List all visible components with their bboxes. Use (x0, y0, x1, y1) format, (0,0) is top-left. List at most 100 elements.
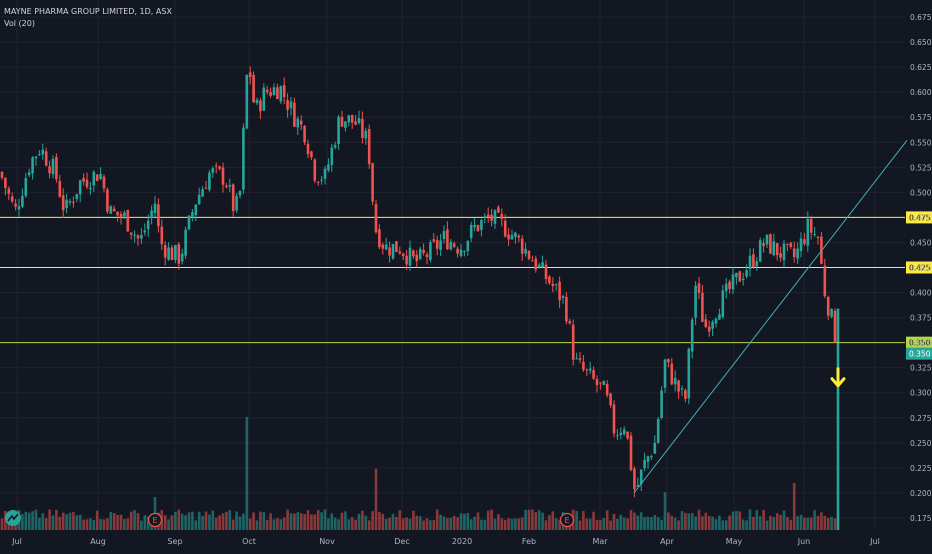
volume-bar (765, 520, 769, 530)
volume-bar (439, 514, 442, 530)
volume-bar (75, 515, 79, 530)
volume-bar (639, 512, 643, 530)
candle-body (265, 89, 269, 93)
volume-bar (510, 518, 514, 530)
volume-bar (143, 515, 147, 530)
volume-bar (85, 519, 89, 530)
volume-bar (24, 511, 28, 530)
volume-bar (735, 510, 738, 530)
price-tick-label: 0.425 (910, 264, 932, 273)
volume-bar (701, 516, 704, 530)
level-price-label: 0.350 (909, 339, 931, 348)
candle-body (235, 195, 238, 211)
candle-body (245, 74, 249, 129)
candle-body (823, 265, 827, 296)
volume-bar (762, 510, 765, 530)
candle-body (143, 230, 147, 233)
candle-body (123, 212, 126, 217)
volume-bar (170, 515, 174, 530)
volume-bar (493, 518, 497, 530)
volume-bar (650, 517, 653, 530)
price-tick-label: 0.375 (910, 314, 932, 323)
volume-bar (299, 513, 303, 530)
candle-body (313, 159, 317, 181)
volume-bar (673, 517, 677, 530)
candle-body (466, 240, 470, 251)
volume-bar (718, 515, 721, 530)
candle-body (78, 180, 82, 195)
volume-bar (289, 513, 293, 530)
volume-bar (333, 517, 337, 530)
volume-bar (507, 518, 510, 530)
candle-body (571, 324, 575, 360)
candle-body (65, 199, 68, 209)
candle-body (106, 189, 109, 212)
time-axis[interactable]: Jul Aug Sep Oct Nov Dec 2020 Feb Mar Apr May Jun Jul (11, 537, 880, 546)
candle-body (252, 74, 255, 103)
volume-bar (401, 518, 405, 530)
volume-bar (711, 516, 714, 530)
candle-body (650, 456, 653, 458)
candle-body (449, 242, 453, 250)
down-arrow-icon (830, 367, 846, 388)
candle-body (415, 254, 419, 262)
time-tick-label: Jul (11, 537, 22, 546)
candle-body (384, 244, 388, 250)
volume-bar (282, 517, 286, 530)
volume-bar (330, 513, 334, 530)
volume-bar (497, 514, 500, 530)
candle-body (371, 163, 374, 202)
volume-bar (238, 516, 242, 530)
time-tick-label: Jul (869, 537, 880, 546)
candle-body (609, 393, 612, 406)
volume-bar (269, 513, 272, 530)
volume-bar (116, 514, 119, 530)
time-tick-label: Sep (167, 537, 182, 546)
volume-bar (554, 518, 558, 530)
volume-bar (517, 518, 521, 530)
candle-body (633, 468, 636, 490)
volume-bar (466, 513, 470, 530)
candle-body (27, 172, 31, 176)
volume-bar (112, 513, 116, 530)
candle-body (680, 388, 684, 390)
volume-bar (636, 515, 640, 530)
candle-body (136, 235, 140, 239)
candle-body (177, 244, 181, 264)
candle-body (432, 239, 436, 242)
trendline[interactable] (633, 139, 908, 494)
candle-body (721, 290, 725, 318)
candle-body (626, 431, 629, 439)
candle-body (568, 321, 572, 324)
price-tick-label: 0.350 (910, 339, 932, 348)
earnings-marker[interactable]: E (147, 512, 163, 528)
candle-body (238, 191, 242, 196)
volume-bar (796, 516, 799, 530)
volume-bar (272, 519, 276, 530)
candle-body (259, 100, 262, 112)
volume-bar (398, 510, 402, 530)
volume-bar (833, 518, 837, 530)
volume-bar (741, 519, 745, 530)
candle-body (221, 167, 225, 185)
candle-body (109, 206, 113, 214)
earnings-marker[interactable]: E (559, 512, 575, 528)
earnings-marker-label: E (152, 516, 157, 525)
price-axis[interactable]: 0.675 0.650 0.625 0.600 0.575 0.550 0.525 0.500… (906, 13, 932, 523)
volume-bar (89, 518, 92, 530)
candle-body (303, 125, 306, 143)
candle-body (133, 234, 136, 236)
candle-body (286, 100, 289, 110)
candle-body (248, 72, 252, 78)
volume-bar (422, 520, 425, 530)
candle-body (748, 255, 752, 269)
candle-body (758, 240, 762, 262)
volume-bar (633, 512, 636, 530)
volume-bar (476, 512, 480, 530)
tradingview-logo-icon[interactable] (4, 510, 22, 526)
candle-body (524, 248, 527, 254)
volume-bar (799, 514, 803, 530)
